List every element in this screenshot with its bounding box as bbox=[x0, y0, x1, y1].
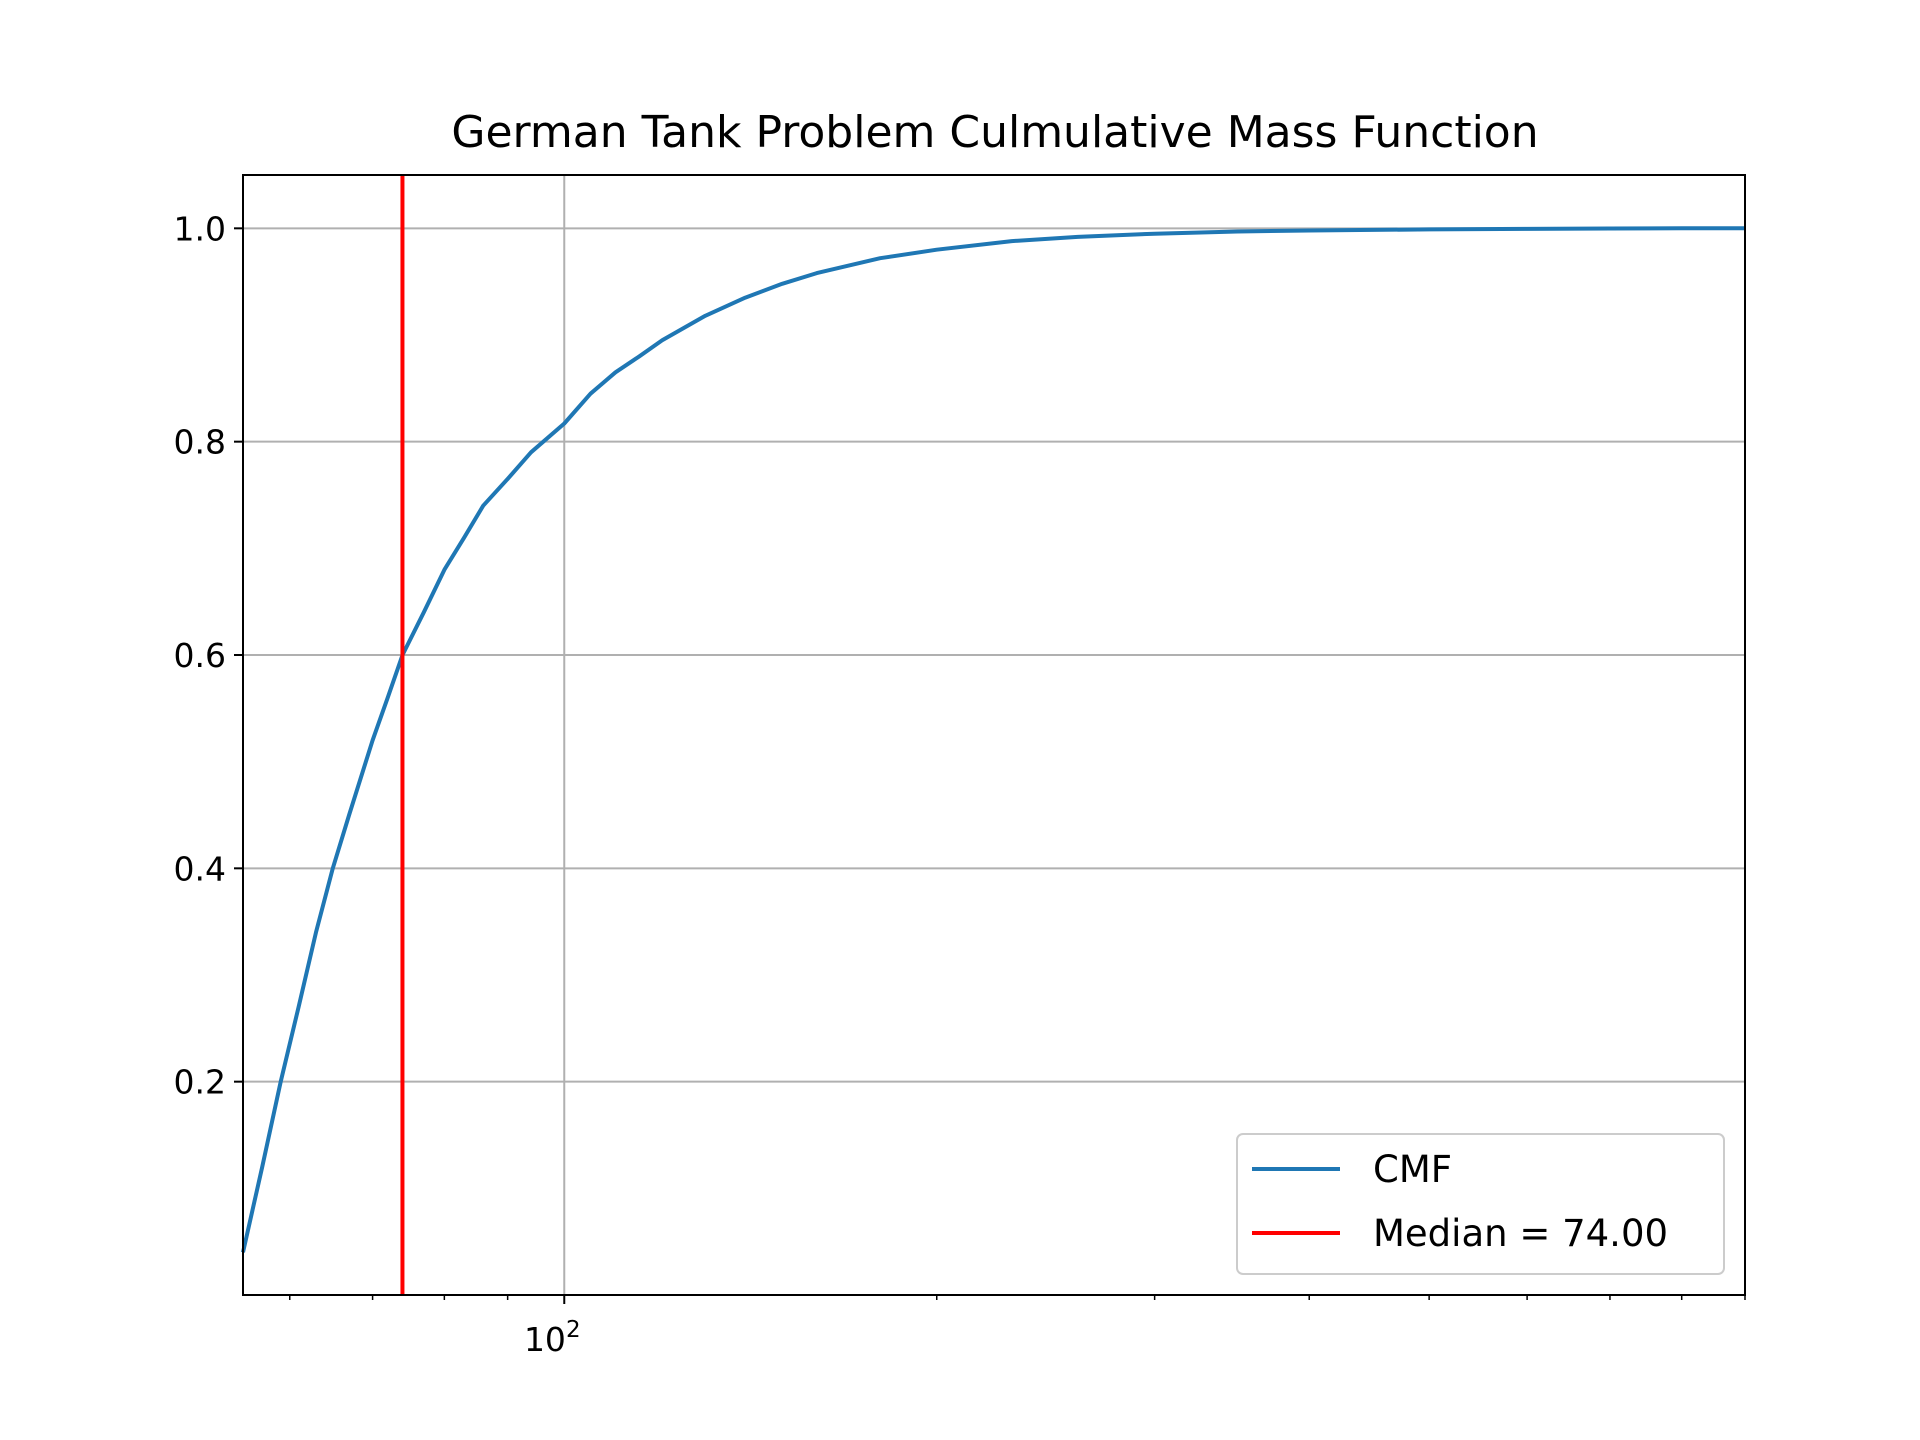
x-tick-label-exponent: 2 bbox=[566, 1317, 581, 1343]
cmf-series-line bbox=[241, 226, 1745, 1253]
legend: CMF Median = 74.00 bbox=[1236, 1133, 1725, 1275]
y-tick-label: 0.8 bbox=[174, 423, 226, 462]
y-tick-label: 0.6 bbox=[174, 636, 226, 675]
y-tick-label: 0.4 bbox=[174, 849, 226, 888]
y-tick-label: 1.0 bbox=[174, 209, 226, 248]
legend-median-label: Median = 74.00 bbox=[1373, 1212, 1668, 1255]
x-tick-label: 102 bbox=[524, 1317, 581, 1359]
chart-title: German Tank Problem Culmulative Mass Fun… bbox=[451, 107, 1538, 158]
legend-cmf-label: CMF bbox=[1373, 1148, 1452, 1191]
x-tick-label-base: 10 bbox=[524, 1320, 566, 1359]
ticks: 0.2 0.4 0.6 0.8 1.0 102 bbox=[174, 209, 1746, 1359]
series-layer bbox=[241, 175, 1745, 1295]
y-tick-label: 0.2 bbox=[174, 1063, 226, 1102]
grid bbox=[243, 175, 1745, 1295]
plot-frame bbox=[242, 174, 1746, 1296]
legend-box bbox=[1236, 1133, 1725, 1275]
